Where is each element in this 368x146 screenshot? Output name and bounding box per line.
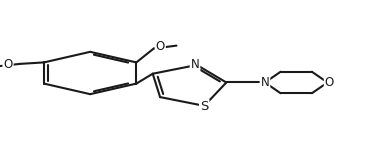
Text: N: N: [261, 76, 269, 89]
Text: O: O: [3, 58, 13, 71]
Text: O: O: [156, 40, 165, 53]
Text: O: O: [325, 76, 334, 89]
Text: N: N: [191, 58, 199, 71]
Text: S: S: [200, 100, 208, 113]
